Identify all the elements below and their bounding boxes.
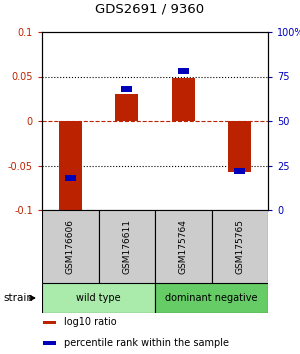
Bar (43, 341, 56, 345)
Text: GDS2691 / 9360: GDS2691 / 9360 (95, 3, 205, 16)
Text: wild type: wild type (76, 293, 121, 303)
Text: percentile rank within the sample: percentile rank within the sample (64, 338, 229, 348)
Text: strain: strain (3, 293, 33, 303)
Text: dominant negative: dominant negative (165, 293, 258, 303)
Bar (43, 321, 56, 324)
Text: GSM175765: GSM175765 (235, 219, 244, 274)
Bar (121, 86, 132, 92)
Bar (155, 210, 211, 283)
Bar (59, 121, 82, 215)
Bar (212, 210, 268, 283)
Bar (229, 121, 251, 172)
Text: log10 ratio: log10 ratio (64, 318, 116, 327)
Bar (116, 94, 138, 121)
Bar (42, 283, 155, 313)
Text: GSM176611: GSM176611 (122, 219, 131, 274)
Bar (178, 68, 189, 74)
Bar (64, 175, 76, 181)
Text: GSM175764: GSM175764 (179, 219, 188, 274)
Bar (42, 210, 98, 283)
Bar (98, 210, 155, 283)
Bar (172, 78, 195, 121)
Bar (234, 168, 245, 174)
Text: GSM176606: GSM176606 (66, 219, 75, 274)
Bar (155, 283, 268, 313)
